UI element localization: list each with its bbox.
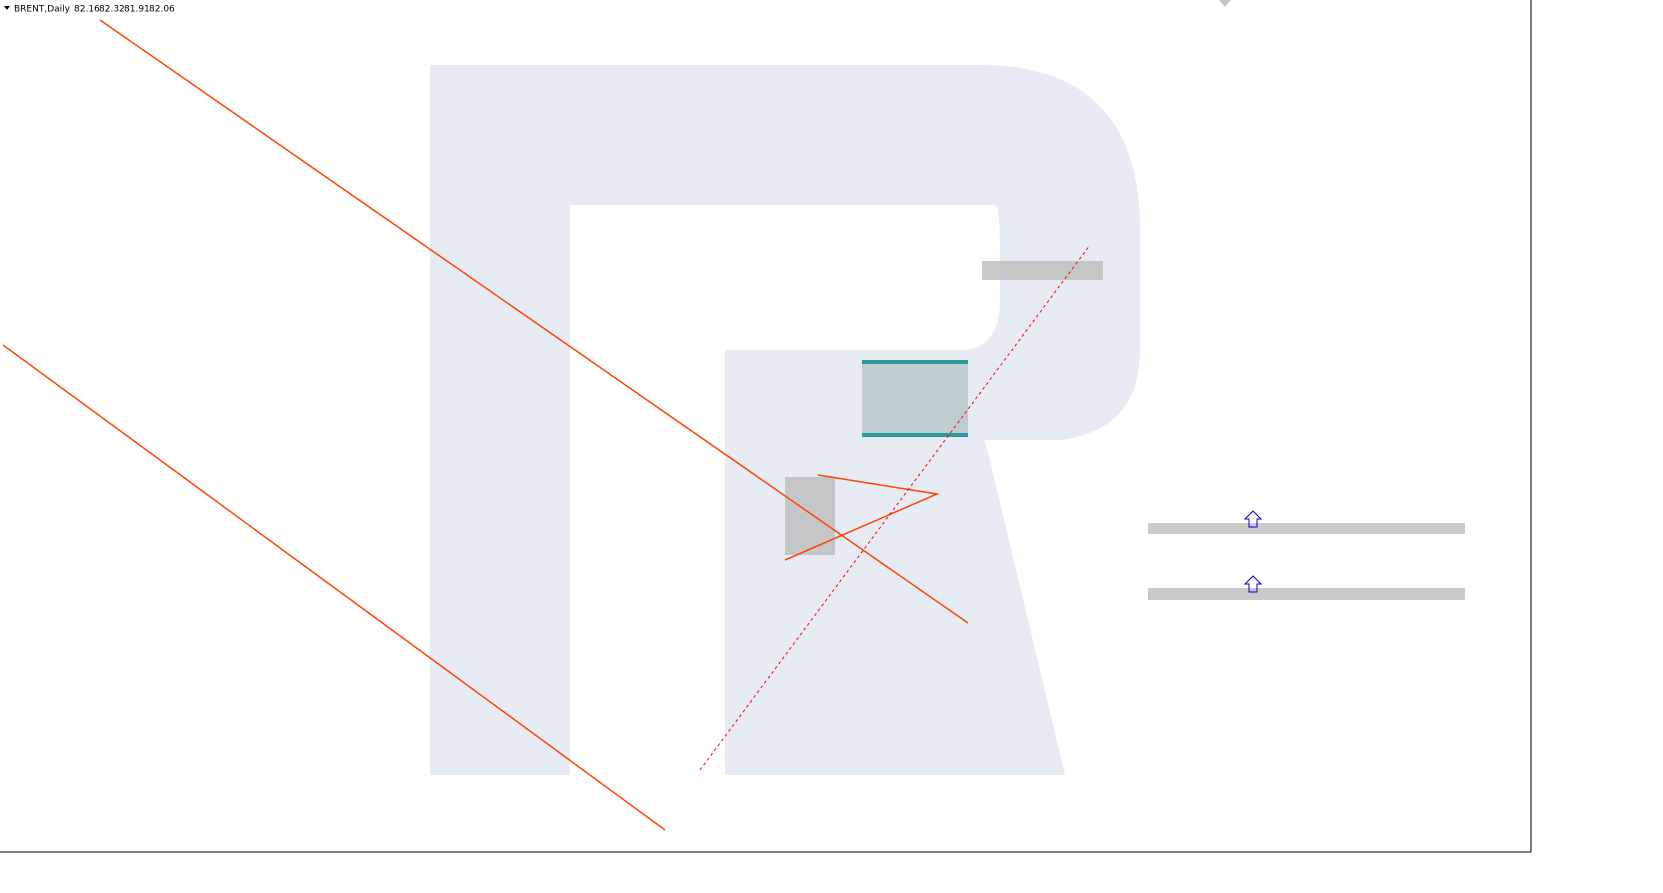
watermark	[430, 65, 1140, 775]
chart-title: BRENT,Daily	[14, 5, 71, 15]
quote-open: 82.16	[74, 5, 100, 15]
arrow-up	[1243, 575, 1263, 593]
target-zone	[1148, 588, 1465, 600]
price-axis-bg	[1531, 0, 1663, 893]
watermark-shape	[430, 65, 1140, 775]
time-axis-bg	[0, 852, 1531, 893]
arrow-up	[1243, 510, 1263, 528]
fib-trend	[699, 244, 1091, 771]
trend-line	[99, 19, 969, 624]
quote-close: 82.06	[149, 5, 175, 15]
quote-high: 82.32	[99, 5, 125, 15]
target-zone	[1148, 523, 1465, 534]
shift-marker	[1219, 0, 1231, 7]
labels: BRENT,Daily 82.16 82.32 81.91 82.06	[4, 5, 175, 15]
watermark-cutout	[570, 205, 1000, 350]
menu-arrow	[4, 6, 10, 10]
zone-box	[785, 477, 835, 555]
zone-box	[862, 362, 968, 435]
annotations	[2, 0, 1465, 831]
triangle	[784, 474, 940, 561]
zone-box	[982, 261, 1103, 280]
trend-line	[2, 344, 666, 831]
quote-low: 81.91	[124, 5, 150, 15]
